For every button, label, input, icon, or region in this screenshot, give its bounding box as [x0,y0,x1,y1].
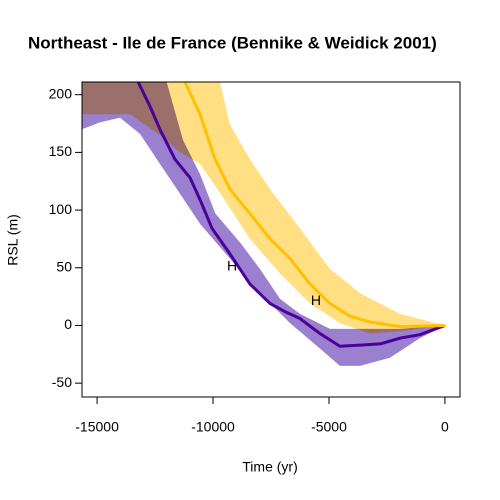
annotation: H [311,292,321,308]
chart-title: Northeast - Ile de France (Bennike & Wei… [28,33,437,52]
y-tick-label: 100 [49,201,73,217]
y-tick-label: 50 [56,258,72,274]
annotation: H [227,257,237,273]
confidence-band [82,82,445,334]
x-tick-label: -10000 [191,419,235,435]
y-axis-label: RSL (m) [5,214,21,266]
y-tick-label: -50 [52,374,72,390]
mean-line [183,82,445,329]
y-tick-label: 0 [64,316,72,332]
y-tick-label: 150 [49,143,73,159]
x-tick-label: 0 [441,419,449,435]
y-tick-label: 200 [49,85,73,101]
x-tick-label: -5000 [311,419,347,435]
mean-line [136,82,446,348]
x-tick-label: -15000 [75,419,119,435]
plot-frame [81,81,461,398]
plot-area: HH [82,82,446,366]
x-axis-label: Time (yr) [242,459,297,475]
